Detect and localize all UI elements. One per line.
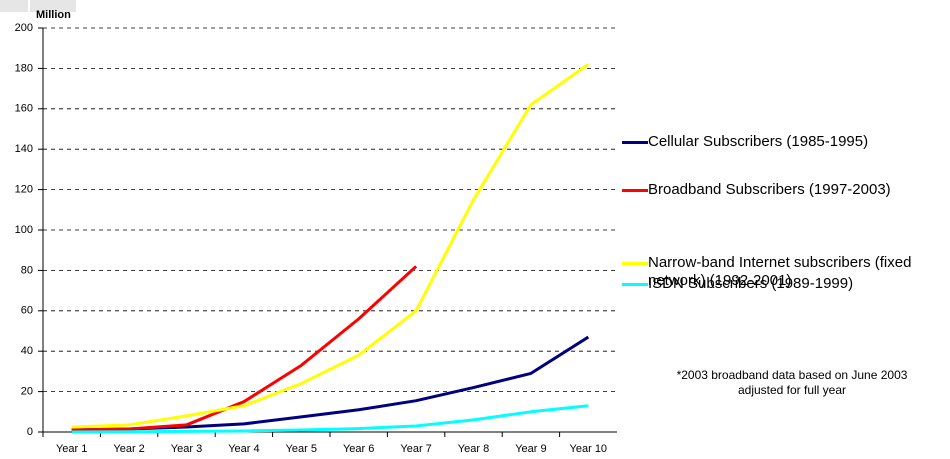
x-tick-label: Year 7	[400, 443, 431, 455]
series-line	[71, 404, 589, 434]
legend-swatch	[622, 141, 648, 144]
legend-swatch	[622, 262, 648, 265]
legend-swatch	[622, 189, 648, 192]
x-tick-label: Year 3	[171, 443, 202, 455]
y-axis-label: Million	[36, 9, 71, 21]
legend-item: Broadband Subscribers (1997-2003)	[622, 181, 948, 199]
x-tick-label: Year 9	[515, 443, 546, 455]
x-tick-label: Year 4	[228, 443, 259, 455]
x-tick-label: Year 8	[458, 443, 489, 455]
legend-item: Narrow-band Internet subscribers (fixed …	[622, 254, 948, 290]
y-tick-label: 20	[21, 386, 33, 398]
y-tick-label: 40	[21, 345, 33, 357]
legend-label: ISDN Subscribers (1989-1999)	[648, 275, 854, 292]
x-tick-label: Year 1	[56, 443, 87, 455]
y-tick-label: 120	[15, 184, 33, 196]
x-tick-label: Year 5	[286, 443, 317, 455]
legend-label: Cellular Subscribers (1985-1995)	[648, 133, 869, 150]
y-tick-label: 60	[21, 305, 33, 317]
legend-label: Narrow-band Internet subscribers (fixed …	[648, 254, 912, 289]
y-tick-label: 140	[15, 143, 33, 155]
x-tick-label: Year 2	[113, 443, 144, 455]
y-tick-label: 200	[15, 22, 33, 34]
y-tick-label: 180	[15, 62, 33, 74]
y-tick-label: 160	[15, 103, 33, 115]
x-tick-label: Year 10	[570, 443, 608, 455]
y-tick-label: 100	[15, 224, 33, 236]
annotation: *2003 broadband data based on June 2003 …	[676, 368, 908, 397]
y-tick-label: 0	[27, 426, 33, 438]
y-tick-label: 80	[21, 264, 33, 276]
legend-item: Cellular Subscribers (1985-1995)	[622, 133, 948, 151]
legend-label: Broadband Subscribers (1997-2003)	[648, 181, 891, 198]
series-line	[71, 265, 418, 432]
tab	[30, 0, 76, 12]
series-line	[71, 63, 590, 429]
x-tick-label: Year 6	[343, 443, 374, 455]
legend-swatch	[622, 283, 648, 286]
legend-item: ISDN Subscribers (1989-1999)	[622, 275, 948, 293]
tab	[0, 0, 28, 12]
